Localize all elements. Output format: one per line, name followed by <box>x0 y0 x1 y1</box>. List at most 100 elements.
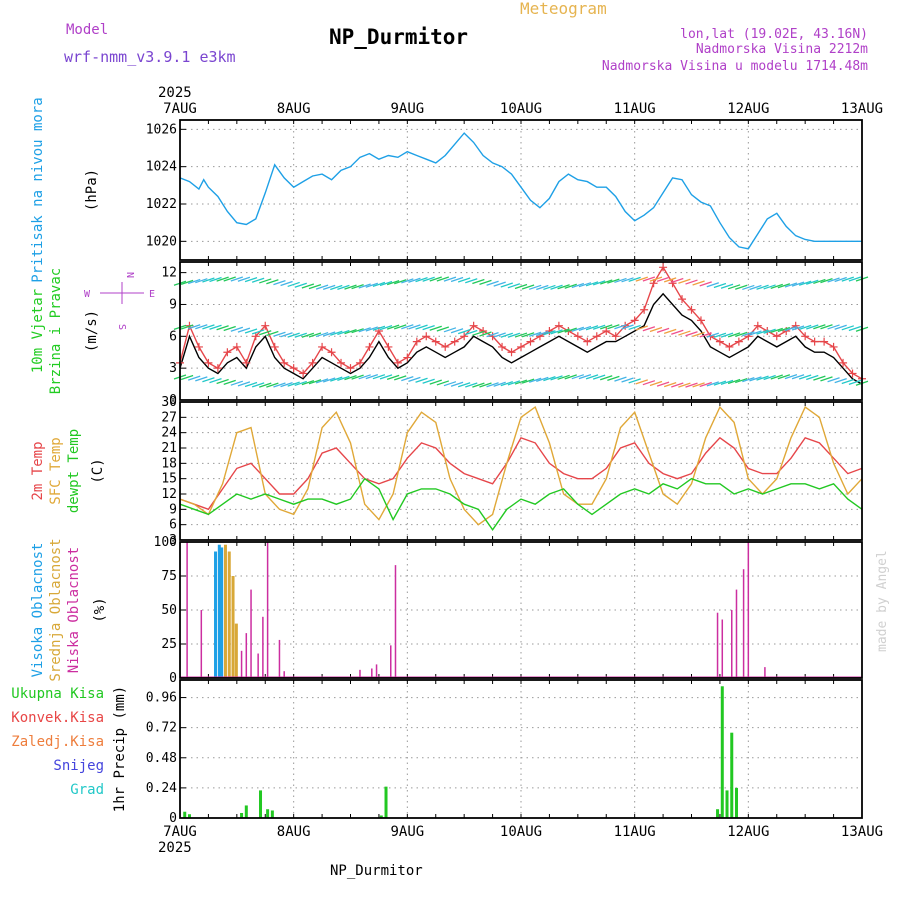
series-ukupna-kisa-bar <box>266 809 270 818</box>
wind-arrow <box>266 382 279 388</box>
wind-arrow <box>642 326 656 332</box>
wind-arrow <box>394 375 407 381</box>
wind-arrow <box>408 324 421 330</box>
panel-clouds: 0 25 50 75 100 Visoka Oblacnost Srednja Oblacn… <box>30 535 863 686</box>
wind-arrow <box>514 332 528 338</box>
wind-arrow <box>308 284 322 290</box>
wind-arrow <box>337 375 350 381</box>
wind-arrow <box>450 328 464 334</box>
series-niska-oblacnost-bar <box>257 653 259 678</box>
wind-arrow <box>550 284 563 290</box>
wind-arrow <box>507 283 521 289</box>
wind-arrow <box>351 284 364 290</box>
x-tick-bottom-11aug: 11AUG <box>614 824 656 840</box>
wind-arrow <box>344 375 357 381</box>
wind-arrow <box>806 279 819 285</box>
wind-arrow <box>251 329 265 335</box>
gust-marker <box>194 342 203 351</box>
axis-label-sfc-temp: SFC Temp <box>48 437 64 504</box>
gust-marker <box>820 337 829 346</box>
wind-arrow <box>337 329 350 336</box>
gust-marker <box>630 316 639 325</box>
wind-arrow <box>713 332 727 338</box>
series-niska-oblacnost-bar <box>721 619 724 678</box>
x-tick-top-8aug: 8AUG <box>277 101 311 117</box>
series-niska-oblacnost-bar <box>735 589 738 678</box>
y-tick-label: 9 <box>169 297 177 312</box>
wind-arrow <box>663 382 677 388</box>
wind-arrow <box>301 380 315 386</box>
wind-arrow <box>536 376 549 383</box>
series-2m-temp-line <box>179 436 863 511</box>
wind-arrow <box>230 380 244 386</box>
wind-arrow <box>713 380 727 386</box>
wind-arrow <box>706 381 720 387</box>
wind-arrow <box>649 326 663 333</box>
x-tick-bottom-10aug: 10AUG <box>500 824 542 840</box>
wind-arrow-band-2 <box>173 324 869 338</box>
gust-marker <box>223 348 232 357</box>
y-tick-label: 27 <box>161 410 177 425</box>
wind-arrow <box>486 382 499 388</box>
wind-arrow <box>365 326 379 332</box>
gust-marker <box>498 342 507 351</box>
wind-arrow <box>330 330 343 336</box>
unit-label: 1hr Precip (mm) <box>112 686 128 812</box>
panel-frame <box>179 401 863 541</box>
y-tick-label: 1026 <box>146 122 177 137</box>
wind-arrow <box>443 327 457 333</box>
wind-arrow <box>237 276 251 282</box>
wind-arrow <box>621 277 634 283</box>
wind-arrow <box>642 276 656 282</box>
vane-east: E <box>149 289 155 300</box>
wind-arrow <box>642 380 656 386</box>
gust-marker <box>431 337 440 346</box>
gust-marker <box>280 358 289 367</box>
series-niska-oblacnost-bar <box>390 645 392 678</box>
wind-arrow <box>557 284 570 290</box>
gust-marker <box>365 342 374 351</box>
y-tick-label: 9 <box>169 502 177 517</box>
y-tick-label: 0.48 <box>146 751 177 766</box>
wind-arrow <box>756 329 769 335</box>
wind-arrow <box>763 284 776 290</box>
wind-arrow <box>358 374 371 380</box>
wind-arrow <box>834 378 847 384</box>
series-niska-oblacnost-bar <box>278 639 281 678</box>
wind-arrow <box>827 377 840 383</box>
wind-arrow <box>585 281 599 287</box>
wind-arrow <box>813 324 826 330</box>
axis-label-srednja-oblacnost: Srednja Oblacnost <box>48 538 64 681</box>
gust-marker <box>460 332 469 341</box>
gust-marker <box>687 305 696 314</box>
wind-arrow <box>465 278 478 284</box>
y-tick-label: 12 <box>161 266 177 281</box>
wind-arrow <box>365 374 379 380</box>
wind-arrow <box>465 329 478 336</box>
wind-arrow <box>621 324 634 330</box>
y-tick-label: 15 <box>161 472 177 487</box>
wind-arrow <box>237 381 251 387</box>
wind-arrow <box>727 332 741 338</box>
wind-arrow-band-3 <box>173 374 869 388</box>
wind-arrow <box>365 282 379 288</box>
wind-arrow <box>806 324 819 330</box>
wind-arrow <box>671 382 684 388</box>
wind-arrow <box>827 277 840 283</box>
gust-marker <box>232 342 241 351</box>
wind-arrow <box>401 375 414 382</box>
y-tick-label: 1020 <box>146 234 177 249</box>
wind-arrow <box>294 282 307 288</box>
gust-marker <box>337 358 346 367</box>
series-srednja-oblacnost-bar <box>227 551 231 678</box>
gust-marker <box>554 321 563 330</box>
y-tick-label: 30 <box>161 395 177 410</box>
wind-arrow <box>507 380 521 386</box>
unit-label: (m/s) <box>84 310 100 352</box>
wind-arrow <box>372 281 386 288</box>
gust-marker <box>725 342 734 351</box>
gust-marker <box>355 358 364 367</box>
gust-marker <box>450 337 459 346</box>
wind-arrow <box>628 324 641 331</box>
series-pritisak-na-nivou-mora-line <box>179 132 862 250</box>
